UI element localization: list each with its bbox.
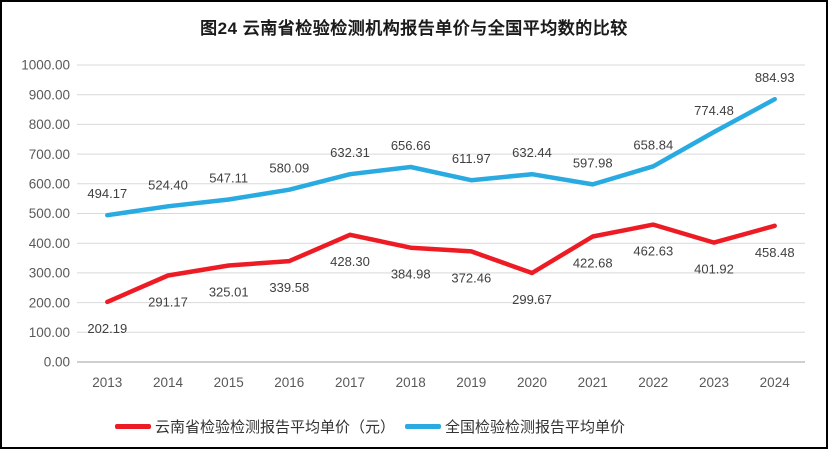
legend-item-national: 全国检验检测报告平均单价: [405, 416, 625, 437]
data-label: 462.63: [633, 244, 673, 259]
national-series-line-marker-icon: [405, 424, 441, 429]
data-label: 325.01: [209, 285, 249, 300]
x-axis-tick: 2017: [335, 375, 365, 390]
x-axis-tick: 2016: [274, 375, 304, 390]
data-label: 422.68: [573, 256, 613, 271]
legend-label-yunnan: 云南省检验检测报告平均单价（元）: [154, 419, 395, 436]
data-label: 339.58: [269, 280, 309, 295]
data-label: 547.11: [209, 171, 248, 186]
data-label: 494.17: [87, 186, 127, 201]
data-label: 884.93: [755, 70, 795, 85]
series-line: [105, 222, 777, 305]
yunnan-series-line-marker-icon: [114, 424, 151, 429]
data-label: 774.48: [694, 103, 734, 118]
y-axis-tick: 300.00: [29, 266, 70, 281]
y-axis-tick: 600.00: [29, 177, 70, 192]
y-axis-tick: 1000.00: [21, 58, 70, 73]
data-label: 524.40: [148, 177, 188, 192]
y-axis-tick: 900.00: [29, 87, 70, 102]
data-label: 291.17: [148, 295, 188, 310]
data-label: 658.84: [633, 137, 673, 152]
chart-title: 图24 云南省检验检测机构报告单价与全国平均数的比较: [200, 19, 628, 38]
x-axis-tick: 2022: [638, 375, 668, 390]
x-axis-tick: 2024: [760, 375, 791, 390]
legend-item-yunnan: 云南省检验检测报告平均单价（元）: [114, 416, 395, 437]
x-axis-tick: 2015: [214, 375, 244, 390]
data-label: 299.67: [512, 292, 552, 307]
x-axis-tick: 2014: [153, 375, 184, 390]
data-label: 384.98: [391, 267, 431, 282]
data-label: 656.66: [391, 138, 431, 153]
x-axis-tick: 2019: [456, 375, 486, 390]
x-axis-tick: 2018: [396, 375, 426, 390]
y-axis-tick: 0.00: [44, 355, 70, 370]
data-label: 580.09: [269, 161, 309, 176]
data-label: 632.44: [512, 145, 552, 160]
data-label: 202.19: [87, 321, 127, 336]
legend-label-national: 全国检验检测报告平均单价: [445, 419, 626, 436]
y-axis-tick: 400.00: [29, 236, 70, 251]
y-axis-tick: 100.00: [29, 325, 70, 340]
y-axis-tick: 200.00: [29, 295, 70, 310]
x-axis-tick: 2013: [92, 375, 122, 390]
y-axis-tick: 700.00: [29, 147, 70, 162]
data-label: 597.98: [573, 155, 613, 170]
data-label: 458.48: [755, 245, 795, 260]
data-label: 372.46: [451, 270, 491, 285]
x-axis-tick: 2023: [699, 375, 729, 390]
chart-legend: 云南省检验检测报告平均单价（元） 全国检验检测报告平均单价: [2, 416, 782, 437]
y-axis-tick: 500.00: [29, 206, 70, 221]
x-axis-tick: 2020: [517, 375, 547, 390]
series-line: [105, 96, 777, 218]
data-label: 428.30: [330, 254, 370, 269]
data-label: 632.31: [330, 145, 370, 160]
data-label: 401.92: [694, 262, 734, 277]
y-axis-tick: 800.00: [29, 117, 70, 132]
data-label: 611.97: [452, 151, 491, 166]
x-axis-tick: 2021: [578, 375, 608, 390]
